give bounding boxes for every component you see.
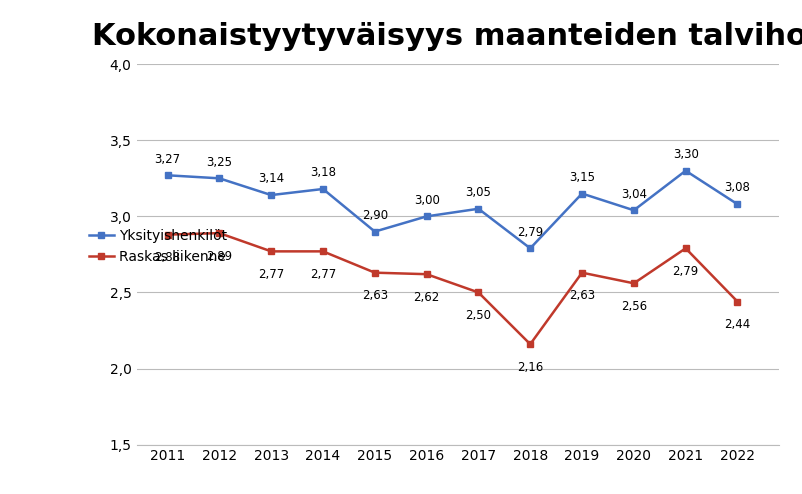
Raskas liikenne xyxy=(525,341,534,347)
Raskas liikenne xyxy=(370,270,379,276)
Yksityishenkilöt xyxy=(680,168,690,174)
Yksityishenkilöt xyxy=(318,186,327,192)
Text: 2,89: 2,89 xyxy=(206,250,232,263)
Text: 3,30: 3,30 xyxy=(672,148,698,161)
Text: 3,15: 3,15 xyxy=(569,171,594,184)
Text: 2,16: 2,16 xyxy=(516,361,543,374)
Yksityishenkilöt xyxy=(577,191,586,197)
Yksityishenkilöt xyxy=(473,206,483,212)
Yksityishenkilöt xyxy=(370,229,379,235)
Text: 3,14: 3,14 xyxy=(257,172,284,185)
Text: 3,27: 3,27 xyxy=(154,153,180,165)
Text: 3,04: 3,04 xyxy=(620,188,646,201)
Raskas liikenne xyxy=(473,289,483,295)
Text: 2,79: 2,79 xyxy=(516,226,543,239)
Text: 2,63: 2,63 xyxy=(362,289,387,302)
Yksityishenkilöt xyxy=(628,207,638,213)
Text: 2,50: 2,50 xyxy=(465,309,491,322)
Raskas liikenne xyxy=(318,248,327,254)
Text: 2,77: 2,77 xyxy=(310,268,336,281)
Text: 3,18: 3,18 xyxy=(310,166,335,179)
Line: Yksityishenkilöt: Yksityishenkilöt xyxy=(164,167,740,252)
Text: 2,79: 2,79 xyxy=(672,265,698,278)
Text: 2,63: 2,63 xyxy=(569,289,594,302)
Text: Kokonaistyytyväisyys maanteiden talvihoitoon: Kokonaistyytyväisyys maanteiden talvihoi… xyxy=(91,22,802,51)
Text: 2,90: 2,90 xyxy=(362,209,387,222)
Yksityishenkilöt xyxy=(163,172,172,178)
Text: 2,56: 2,56 xyxy=(620,300,646,313)
Raskas liikenne xyxy=(266,248,276,254)
Yksityishenkilöt xyxy=(421,213,431,219)
Line: Raskas liikenne: Raskas liikenne xyxy=(164,230,740,348)
Text: 3,00: 3,00 xyxy=(413,194,439,206)
Yksityishenkilöt xyxy=(266,192,276,198)
Text: 3,05: 3,05 xyxy=(465,186,491,199)
Raskas liikenne xyxy=(163,232,172,238)
Text: 2,62: 2,62 xyxy=(413,291,439,304)
Yksityishenkilöt xyxy=(214,175,224,181)
Text: 3,25: 3,25 xyxy=(206,156,232,168)
Text: 2,77: 2,77 xyxy=(257,268,284,281)
Raskas liikenne xyxy=(628,281,638,287)
Raskas liikenne xyxy=(680,246,690,251)
Text: 2,44: 2,44 xyxy=(723,318,750,331)
Raskas liikenne xyxy=(214,230,224,236)
Legend: Yksityishenkilöt, Raskas liikenne: Yksityishenkilöt, Raskas liikenne xyxy=(89,229,227,264)
Raskas liikenne xyxy=(577,270,586,276)
Text: 3,08: 3,08 xyxy=(723,181,749,195)
Yksityishenkilöt xyxy=(525,246,534,251)
Raskas liikenne xyxy=(731,298,741,304)
Yksityishenkilöt xyxy=(731,201,741,207)
Raskas liikenne xyxy=(421,271,431,277)
Text: 2,88: 2,88 xyxy=(155,251,180,264)
